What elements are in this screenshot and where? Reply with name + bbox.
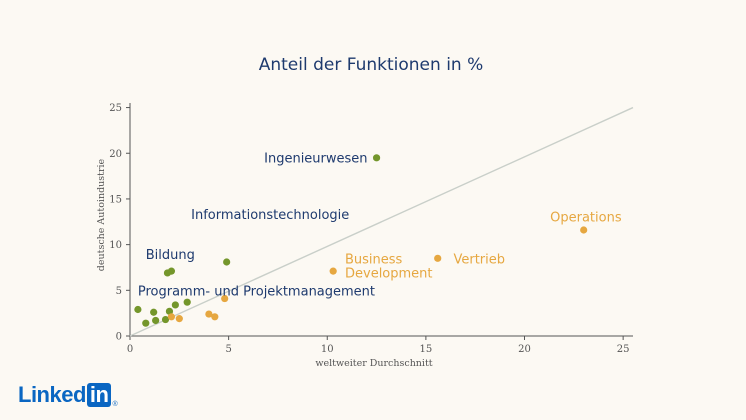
logo-trademark: ® [112,401,118,408]
data-point [221,294,229,303]
point-annotation: Development [345,266,433,281]
data-point [152,316,160,325]
data-point [223,258,231,266]
data-point [134,305,142,314]
data-point [171,301,179,309]
x-axis-label: weltweiter Durchschnitt [315,358,432,369]
point-annotation: Bildung [146,248,195,263]
y-tick-label: 5 [116,286,122,297]
annotations-layer: Ingenieurwesen Informationstechnologie Bil… [138,151,622,299]
data-point [434,254,442,262]
linkedin-logo: Linked in ® [18,382,118,408]
data-point [167,313,176,321]
data-point [211,313,219,321]
point-annotation: Business [345,253,403,268]
data-point [150,308,158,316]
x-tick-label: 25 [617,344,630,355]
y-tick-label: 0 [116,332,122,343]
x-tick-label: 10 [321,344,334,355]
y-axis-label: deutsche Autoindustrie [96,158,107,271]
y-tick-label: 25 [109,103,122,114]
data-point [372,154,381,162]
data-point [163,269,172,277]
x-tick-label: 15 [420,344,433,355]
data-point [329,267,337,275]
data-point [580,226,588,234]
x-tick-label: 0 [127,344,133,355]
points-layer [134,154,588,327]
data-point [161,315,170,324]
data-point [142,319,150,327]
data-point [205,310,213,318]
point-annotation: Vertrieb [453,253,505,268]
chart-title: Anteil der Funktionen in % [259,55,484,75]
reference-line-layer [129,106,634,337]
y-tick-label: 10 [109,240,122,251]
y-tick-label: 15 [109,194,122,205]
data-point [183,298,191,306]
logo-box: in [86,383,112,407]
point-annotation: Operations [550,211,622,226]
logo-text: Linked [18,382,86,407]
point-annotation: Informationstechnologie [191,208,349,223]
reference-line [129,106,634,337]
x-tick-label: 20 [518,344,531,355]
point-annotation: Programm- und Projektmanagement [138,285,375,300]
point-annotation: Ingenieurwesen [264,151,367,166]
data-point [175,315,183,323]
data-point [165,307,174,315]
x-tick-label: 5 [225,344,231,355]
y-tick-label: 20 [109,149,122,160]
axes: 0 5 10 15 20 25 0 5 10 15 20 25 [109,103,633,355]
